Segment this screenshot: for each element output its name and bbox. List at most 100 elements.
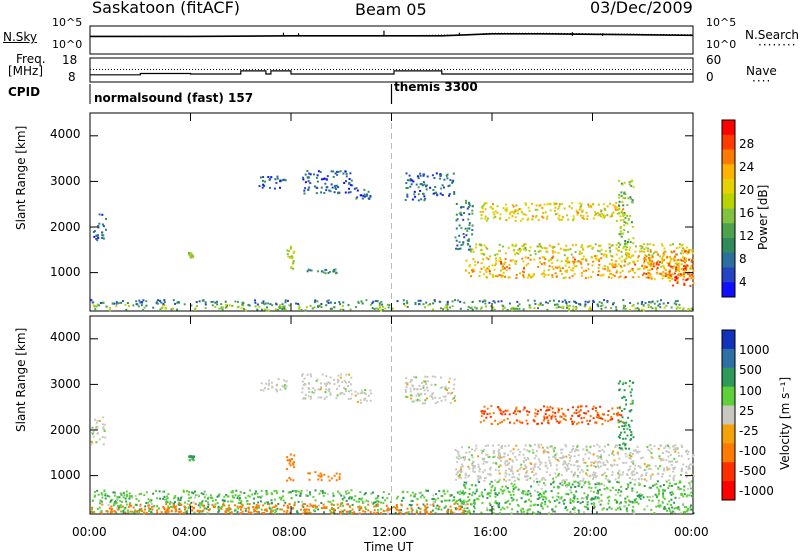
heat-cell [551, 414, 554, 417]
heat-cell [593, 255, 596, 258]
heat-cell [648, 301, 651, 303]
heat-cell [410, 379, 413, 382]
power-cbar-tick-24: 24 [739, 160, 755, 174]
heat-cell [510, 467, 513, 470]
heat-cell [145, 491, 148, 494]
heat-cell [670, 275, 673, 278]
heat-cell [574, 251, 577, 254]
heat-cell [169, 501, 172, 503]
heat-cell [536, 491, 539, 494]
heat-cell [313, 301, 316, 304]
heat-cell [431, 396, 434, 398]
heat-cell [661, 261, 664, 264]
heat-cell [565, 478, 568, 481]
heat-cell [409, 504, 412, 507]
heat-cell [263, 386, 266, 389]
heat-cell [413, 495, 416, 498]
heat-cell [452, 387, 455, 390]
heat-cell [497, 456, 499, 459]
heat-cell [168, 502, 171, 505]
heat-cell [553, 450, 555, 453]
heat-cell [485, 246, 488, 249]
heat-cell [372, 300, 375, 303]
heat-cell [643, 258, 645, 260]
heat-cell [276, 308, 279, 311]
heat-cell [301, 500, 304, 503]
heat-cell [449, 306, 451, 309]
heat-cell [338, 301, 341, 304]
heat-cell [569, 498, 572, 501]
heat-cell [240, 505, 243, 508]
heat-cell [540, 493, 543, 496]
heat-cell [283, 307, 286, 310]
heat-cell [293, 454, 296, 457]
heat-cell [540, 502, 543, 505]
heat-cell [623, 181, 626, 184]
heat-cell [330, 503, 333, 506]
heat-cell [114, 500, 117, 503]
heat-cell [520, 509, 522, 512]
heat-cell [611, 213, 614, 216]
heat-cell [634, 245, 637, 248]
heat-cell [482, 419, 485, 422]
heat-cell [382, 502, 385, 505]
heat-cell [470, 250, 472, 253]
heat-cell [691, 455, 694, 458]
heat-cell [537, 443, 540, 446]
heat-cell [304, 309, 307, 312]
heat-cell [576, 474, 579, 477]
heat-cell [538, 245, 541, 248]
heat-cell [298, 490, 301, 493]
heat-cell [572, 217, 575, 220]
heat-cell [285, 380, 288, 383]
heat-cell [120, 493, 123, 496]
heat-cell [234, 508, 237, 511]
heat-cell [616, 413, 619, 415]
heat-cell [330, 170, 333, 173]
heat-cell [462, 218, 465, 221]
heat-cell [391, 506, 394, 509]
heat-cell [438, 505, 441, 508]
heat-cell [639, 494, 642, 497]
heat-cell [90, 299, 93, 302]
heat-cell [457, 499, 460, 502]
heat-cell [512, 498, 515, 501]
heat-cell [290, 266, 293, 268]
heat-cell [658, 490, 661, 493]
heat-cell [533, 299, 536, 302]
heat-cell [360, 389, 363, 392]
heat-cell [587, 268, 590, 271]
heat-cell [344, 490, 347, 493]
heat-cell [552, 299, 555, 302]
heat-cell [183, 303, 186, 306]
heat-cell [632, 242, 635, 245]
heat-cell [311, 391, 314, 394]
heat-cell [650, 276, 653, 279]
heat-cell [468, 201, 470, 204]
heat-cell [312, 387, 315, 390]
heat-cell [451, 398, 454, 400]
heat-cell [636, 259, 639, 262]
heat-cell [480, 306, 483, 309]
heat-cell [122, 510, 125, 512]
heat-cell [311, 307, 314, 310]
heat-cell [291, 490, 294, 492]
heat-cell [684, 268, 686, 271]
freq-line [90, 70, 693, 76]
heat-cell [591, 407, 594, 410]
heat-cell [543, 405, 545, 408]
heat-cell [636, 307, 639, 310]
heat-cell [461, 243, 464, 246]
power-cbar-swatch [722, 164, 735, 180]
heat-cell [476, 497, 479, 500]
heat-cell [320, 178, 323, 181]
heat-cell [648, 499, 651, 502]
heat-cell [125, 500, 128, 503]
heat-cell [465, 201, 468, 204]
heat-cell [641, 274, 644, 276]
heat-cell [237, 507, 240, 510]
heat-cell [203, 490, 206, 493]
heat-cell [623, 408, 626, 410]
heat-cell [672, 492, 674, 495]
heat-cell [231, 494, 234, 497]
